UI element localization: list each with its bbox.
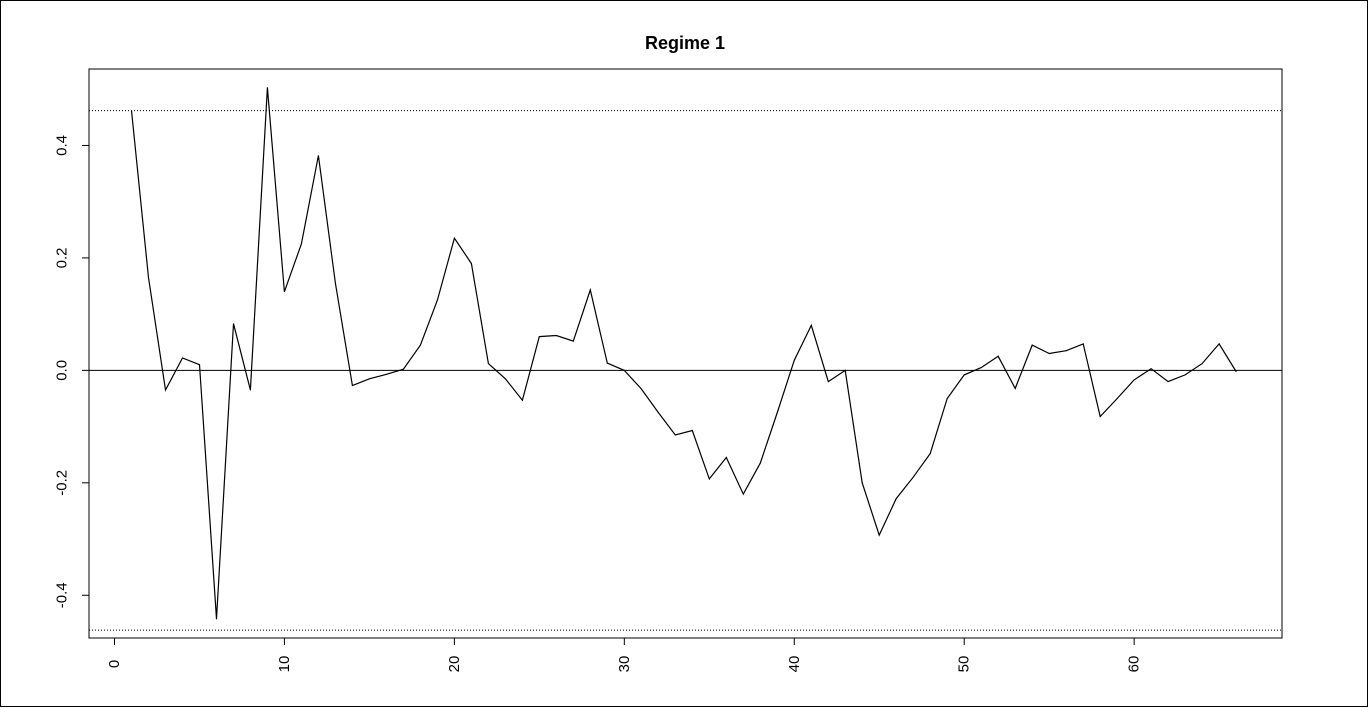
data-point (538, 336, 540, 338)
data-point (1082, 343, 1084, 345)
data-point (1031, 344, 1033, 346)
data-point (929, 453, 931, 455)
data-point (555, 335, 557, 336)
x-tick-label: 50 (956, 656, 973, 673)
data-point (878, 534, 880, 536)
plot-area-border (88, 68, 1283, 639)
series-line (130, 87, 1237, 619)
data-point (725, 457, 727, 458)
series-layer (130, 87, 1237, 620)
data-point (640, 388, 642, 390)
data-point (810, 324, 812, 326)
data-point (1116, 398, 1118, 399)
y-axis: -0.4 -0.2 0.0 0.2 0.4 (54, 135, 90, 608)
data-point (1167, 381, 1169, 383)
data-point (317, 155, 319, 157)
data-point (606, 362, 608, 364)
data-point (759, 462, 761, 464)
reference-lines (89, 110, 1282, 631)
data-point (980, 367, 982, 369)
data-point (436, 299, 438, 301)
data-point (266, 87, 268, 89)
data-point (470, 263, 472, 264)
data-point (402, 368, 404, 370)
data-point (997, 355, 999, 357)
y-tick-label: -0.2 (54, 470, 71, 496)
data-point (1065, 350, 1067, 352)
data-point (351, 385, 353, 386)
data-point (1184, 374, 1186, 376)
data-point (708, 478, 710, 480)
data-point (199, 364, 200, 366)
data-point (861, 482, 863, 484)
data-point (572, 340, 574, 342)
data-point (182, 357, 183, 359)
data-point (623, 369, 625, 371)
x-tick-label: 20 (446, 656, 463, 673)
x-tick-label: 60 (1126, 656, 1143, 673)
data-point (827, 381, 829, 383)
data-point (912, 476, 914, 478)
y-tick-label: 0.0 (54, 360, 71, 381)
data-point (216, 618, 217, 620)
x-tick-label: 10 (276, 656, 293, 673)
data-point (946, 398, 948, 399)
data-point (368, 378, 370, 380)
data-point (674, 434, 676, 436)
data-point (504, 378, 506, 380)
data-point (1201, 363, 1203, 365)
chart-title: Regime 1 (645, 33, 725, 53)
data-point (844, 369, 846, 371)
data-point (419, 344, 421, 346)
data-point (385, 373, 387, 375)
x-tick-label: 0 (106, 660, 123, 668)
data-point (283, 291, 285, 293)
data-point (521, 399, 523, 401)
x-tick-label: 40 (786, 656, 803, 673)
x-tick-label: 30 (616, 656, 633, 673)
data-point (453, 237, 455, 239)
y-tick-label: 0.4 (54, 135, 71, 156)
data-point (1048, 353, 1050, 354)
data-point (1150, 368, 1152, 370)
data-point (249, 389, 251, 391)
x-axis: 0 10 20 30 40 50 60 (106, 637, 1143, 673)
data-point (589, 289, 591, 291)
data-point (1014, 387, 1016, 389)
data-point (1218, 343, 1220, 345)
data-point (148, 277, 149, 279)
data-point (334, 282, 336, 284)
data-point (1099, 416, 1101, 417)
data-point (742, 493, 744, 495)
data-point (776, 412, 778, 413)
y-tick-label: 0.2 (54, 247, 71, 268)
data-point (165, 389, 166, 391)
data-point (963, 374, 965, 376)
data-point (131, 110, 132, 112)
data-point (1133, 379, 1135, 381)
data-point (691, 430, 693, 431)
data-point (895, 498, 897, 500)
data-point (1235, 371, 1237, 372)
data-point (300, 243, 302, 245)
y-tick-label: -0.4 (54, 582, 71, 608)
data-point (657, 412, 659, 413)
data-point (793, 359, 795, 361)
data-point (233, 323, 234, 325)
data-point (487, 363, 489, 365)
